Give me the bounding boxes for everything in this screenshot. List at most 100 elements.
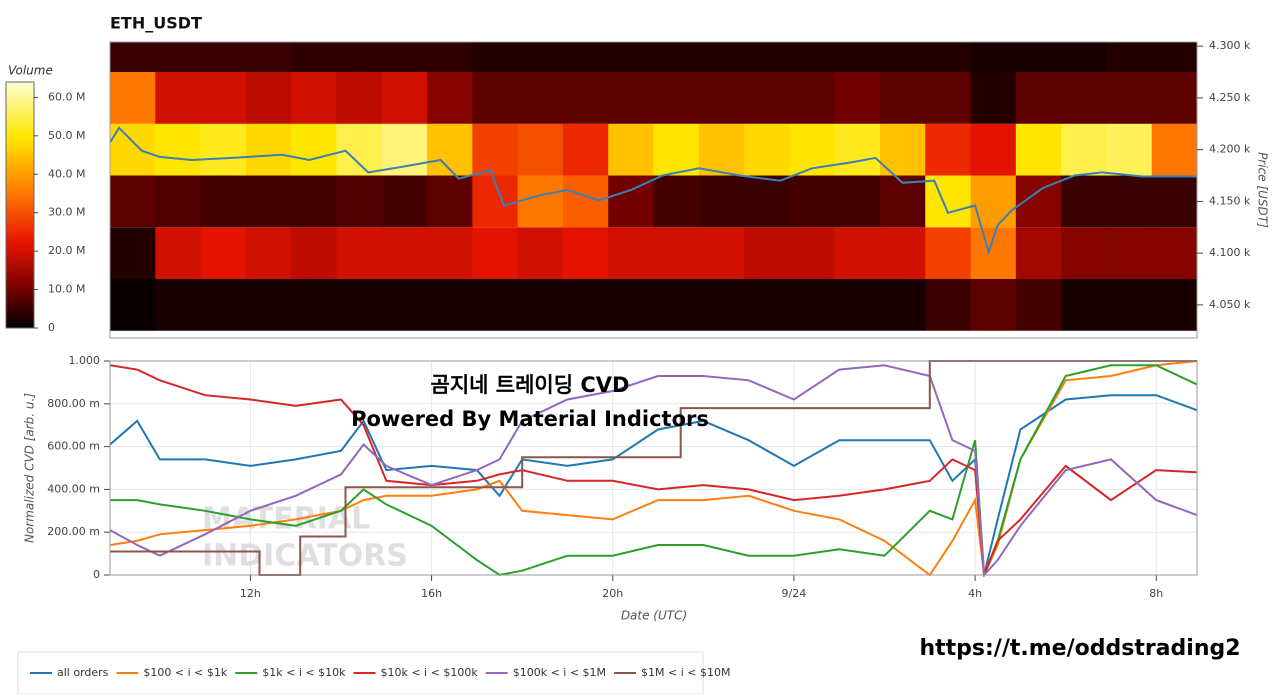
colorbar-step [6,159,34,163]
colorbar-step [6,180,34,183]
heat-cell [381,227,428,280]
heat-cell [653,279,700,331]
colorbar-step [6,145,34,149]
heat-cell [925,42,972,73]
plot-frame [109,360,1198,576]
heat-cell [110,42,156,73]
x-axis-label: Date (UTC) [621,609,687,623]
heat-cell [336,175,383,228]
colorbar-step [6,243,34,247]
heat-cell [925,279,972,331]
colorbar-tick-label: 30.0 M [48,206,85,219]
colorbar-step [6,297,34,300]
colorbar-step [6,289,34,292]
colorbar-step [6,153,34,157]
heat-cell [879,279,926,331]
colorbar-step [6,172,34,175]
y-tick-label: 1.000 [69,354,101,367]
heat-cell [879,227,926,280]
plot-frame [109,41,1198,339]
colorbar-step [6,200,34,204]
heat-cell [653,227,700,280]
colorbar-step [6,219,34,222]
heat-cell [1061,227,1107,280]
y-tick-label: 200.00 m [47,525,100,538]
heat-cell [925,72,972,124]
colorbar-step [6,264,34,267]
colorbar-step [6,258,34,261]
colorbar-step [6,133,34,136]
colorbar-step [6,129,34,132]
heat-cell [291,123,337,176]
colorbar-step [6,90,34,93]
heat-cell [200,175,247,228]
heat-cell [1061,123,1107,176]
colorbar-frame [5,81,35,329]
colorbar-step [6,176,34,179]
colorbar-step [6,207,34,210]
colorbar-step [6,307,34,311]
heat-cell [381,279,428,331]
heat-cell [336,227,383,280]
colorbar-step [6,174,34,177]
heat-cell [789,72,836,124]
x-tick-label: 9/24 [782,587,807,600]
y-tick-label: 0 [93,568,100,581]
colorbar-step [6,260,34,263]
heat-cell [110,175,156,228]
heat-cell [110,123,156,176]
heat-cell [381,123,428,176]
colorbar-tick-label: 20.0 M [48,244,85,257]
colorbar-step [6,123,34,126]
colorbar-step [6,309,34,313]
heat-cell [879,72,926,124]
heat-cell [970,175,1017,228]
x-tick-label: 8h [1149,587,1163,600]
x-tick-label: 16h [421,587,442,600]
colorbar-step [6,303,34,306]
colorbar-step [6,157,34,161]
heat-cell [245,227,292,280]
heat-cell [472,42,519,73]
colorbar-step [6,98,34,101]
heat-cell [653,123,700,176]
x-tick-label: 12h [240,587,261,600]
heat-cell [1151,279,1197,331]
heat-cell [517,72,564,124]
colorbar-step [6,116,34,120]
colorbar-step [6,147,34,151]
colorbar-step [6,106,34,110]
heat-cell [336,279,383,331]
colorbar-step [6,256,34,259]
colorbar-step [6,155,34,159]
heat-cell [834,123,881,176]
y-tick-label: 600.00 m [47,440,100,453]
colorbar-tick-label: 40.0 M [48,167,85,180]
colorbar-step [6,92,34,95]
colorbar-step [6,135,34,138]
colorbar-step [6,196,34,200]
heat-cell [1151,227,1197,280]
colorbar-step [6,166,34,169]
legend-label: $10k < i < $100k [380,666,478,679]
colorbar-step [6,278,34,282]
colorbar-step [6,194,34,198]
colorbar-step [6,280,34,284]
chart-title: ETH_USDT [110,14,202,33]
colorbar-step [6,114,34,118]
heat-cell [562,175,609,228]
heat-cell [291,279,337,331]
colorbar-step [6,319,34,323]
watermark: INDICATORS [202,539,408,574]
colorbar-step [6,301,34,304]
colorbar-title: Volume [8,64,53,78]
heat-cell [110,227,156,280]
heat-cell [698,175,745,228]
colorbar-step [6,182,34,185]
heat-cell [834,175,881,228]
heat-cell [1106,72,1153,124]
heat-cell [1061,42,1107,73]
heat-cell [245,279,292,331]
